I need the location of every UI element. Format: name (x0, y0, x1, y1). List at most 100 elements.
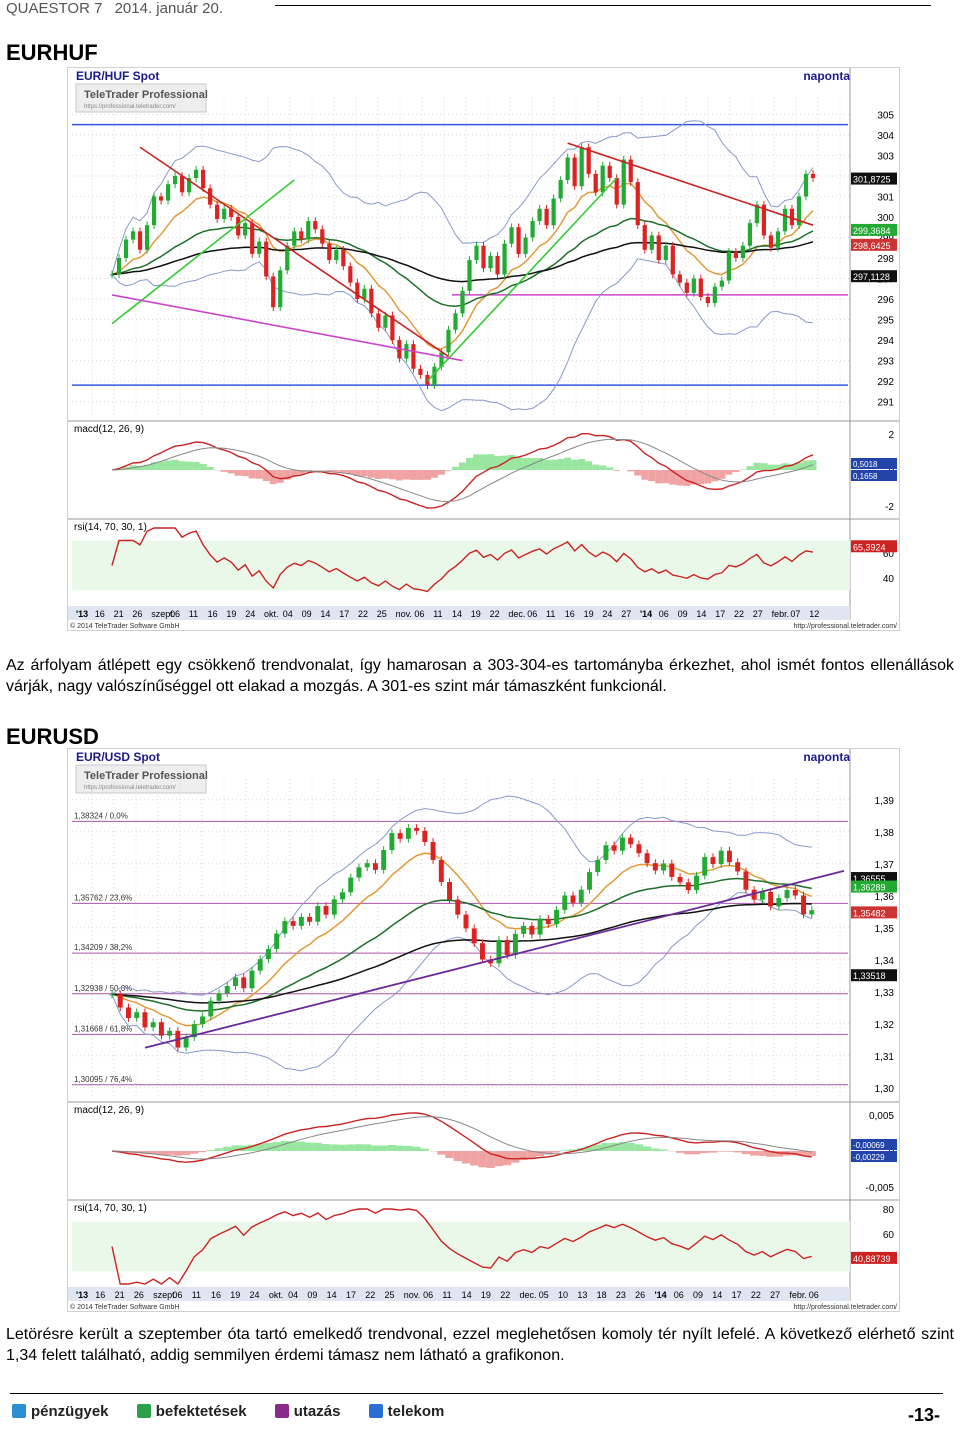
macd-histogram-bar (708, 1151, 718, 1153)
macd-histogram-bar (276, 470, 284, 483)
candle-body (404, 344, 409, 359)
macd-histogram-bar (360, 470, 368, 477)
footer-item-investments[interactable]: befektetések (136, 1403, 247, 1420)
candle-body (142, 1012, 148, 1028)
macd-histogram-bar (655, 470, 663, 484)
macd-histogram-bar (478, 1151, 487, 1168)
investments-icon (136, 1404, 151, 1418)
macd-histogram-bar (283, 470, 291, 480)
candle-body (341, 249, 346, 267)
candle-body (670, 245, 675, 275)
candle-body (551, 198, 556, 226)
candle-body (488, 959, 494, 964)
macd-histogram-bar (557, 458, 565, 470)
date-tick-label: 06 (172, 1290, 182, 1300)
macd-histogram-bar (568, 1149, 578, 1151)
footer-item-finance[interactable]: pénzügyek (12, 1403, 109, 1420)
candle-body (215, 204, 220, 220)
candle-body (313, 221, 318, 230)
y-tick-label: 303 (877, 151, 894, 162)
candle-body (677, 876, 683, 883)
date-tick-label: 22 (358, 609, 368, 619)
date-tick-label: 09 (307, 1290, 317, 1300)
footer-rule (10, 1393, 943, 1394)
candle-body (200, 1016, 206, 1025)
macd-histogram-bar (725, 470, 733, 475)
macd-histogram-bar (515, 457, 523, 470)
candle-body (512, 933, 518, 955)
candle-body (430, 842, 436, 860)
macd-histogram-bar (234, 470, 242, 476)
candle-body (642, 225, 647, 250)
macd-histogram-bar (437, 470, 445, 475)
date-tick-label: 14 (712, 1290, 722, 1300)
candle-body (271, 276, 276, 308)
date-tick-label: 22 (490, 609, 500, 619)
candle-body (130, 231, 136, 240)
y-tick-label: 1,30 (875, 1084, 895, 1095)
candle-body (644, 853, 650, 864)
logo-box (75, 83, 207, 113)
macd-histogram-bar (248, 470, 256, 479)
candle-body (292, 231, 297, 246)
candle-body (751, 889, 757, 900)
macd-histogram-bar (564, 457, 572, 470)
candle-body (607, 165, 612, 178)
macd-histogram-bar (470, 1151, 479, 1166)
candle-body (474, 245, 479, 261)
logo-text: TeleTrader Professional (84, 89, 208, 101)
candle-body (572, 157, 577, 187)
candle-body (570, 895, 576, 903)
macd-histogram-bar (264, 1142, 273, 1151)
y-tick-label: 1,38 (875, 828, 895, 839)
macd-line (111, 433, 814, 509)
macd-histogram-bar (330, 1144, 339, 1151)
candle-body (656, 235, 661, 261)
eurusd-chart: EUR/USD Spot naponta TeleTrader Profession… (67, 748, 900, 1312)
chart-period: naponta (803, 69, 850, 83)
candle-body (364, 863, 370, 868)
footer-item-telecom[interactable]: telekom (368, 1403, 444, 1420)
candle-body (768, 891, 774, 907)
y-tick-label: 305 (877, 110, 894, 121)
candle-body (611, 845, 617, 851)
macd-histogram-bar (198, 1151, 207, 1153)
candle-body (502, 243, 507, 275)
eurusd-title: EURUSD (6, 724, 99, 749)
macd-histogram-bar (753, 462, 761, 470)
macd-histogram-bar (788, 463, 796, 470)
macd-histogram-bar (601, 1142, 611, 1151)
candle-body (578, 889, 584, 903)
candle-body (315, 906, 321, 922)
date-tick-label: 09 (693, 1290, 703, 1300)
date-tick-label: 21 (114, 609, 124, 619)
candle-body (593, 173, 598, 193)
macd-histogram-bar (494, 1151, 504, 1167)
macd-histogram-bar (659, 1149, 668, 1151)
candle-body (422, 830, 428, 843)
date-tick-label: 17 (339, 609, 349, 619)
macd-histogram-bar (371, 1145, 380, 1151)
macd-histogram-bar (297, 470, 305, 475)
chart-period: naponta (803, 750, 850, 764)
rising-trend-line (144, 869, 845, 1049)
macd-histogram-bar (648, 470, 656, 482)
macd-histogram-bar (758, 1151, 767, 1156)
date-tick-label: '13 (76, 609, 88, 619)
date-tick-label: '14 (654, 1290, 666, 1300)
date-axis-strip (68, 1287, 850, 1301)
candle-body (733, 251, 738, 258)
macd-histogram-bar (199, 464, 207, 470)
candle-body (691, 278, 696, 293)
logo-url: https://professional.teletrader.com/ (84, 104, 176, 110)
downtrend-line-1 (139, 146, 449, 358)
candle-body (224, 986, 230, 994)
chart-title: EUR/USD Spot (76, 750, 160, 764)
rsi-tick-label: 60 (883, 549, 895, 560)
candle-body (587, 872, 592, 890)
footer-item-travel[interactable]: utazás (274, 1403, 340, 1420)
candle-body (698, 278, 703, 297)
bollinger-upper (111, 795, 812, 996)
candle-body (438, 859, 444, 883)
macd-signal-line (111, 1116, 812, 1160)
